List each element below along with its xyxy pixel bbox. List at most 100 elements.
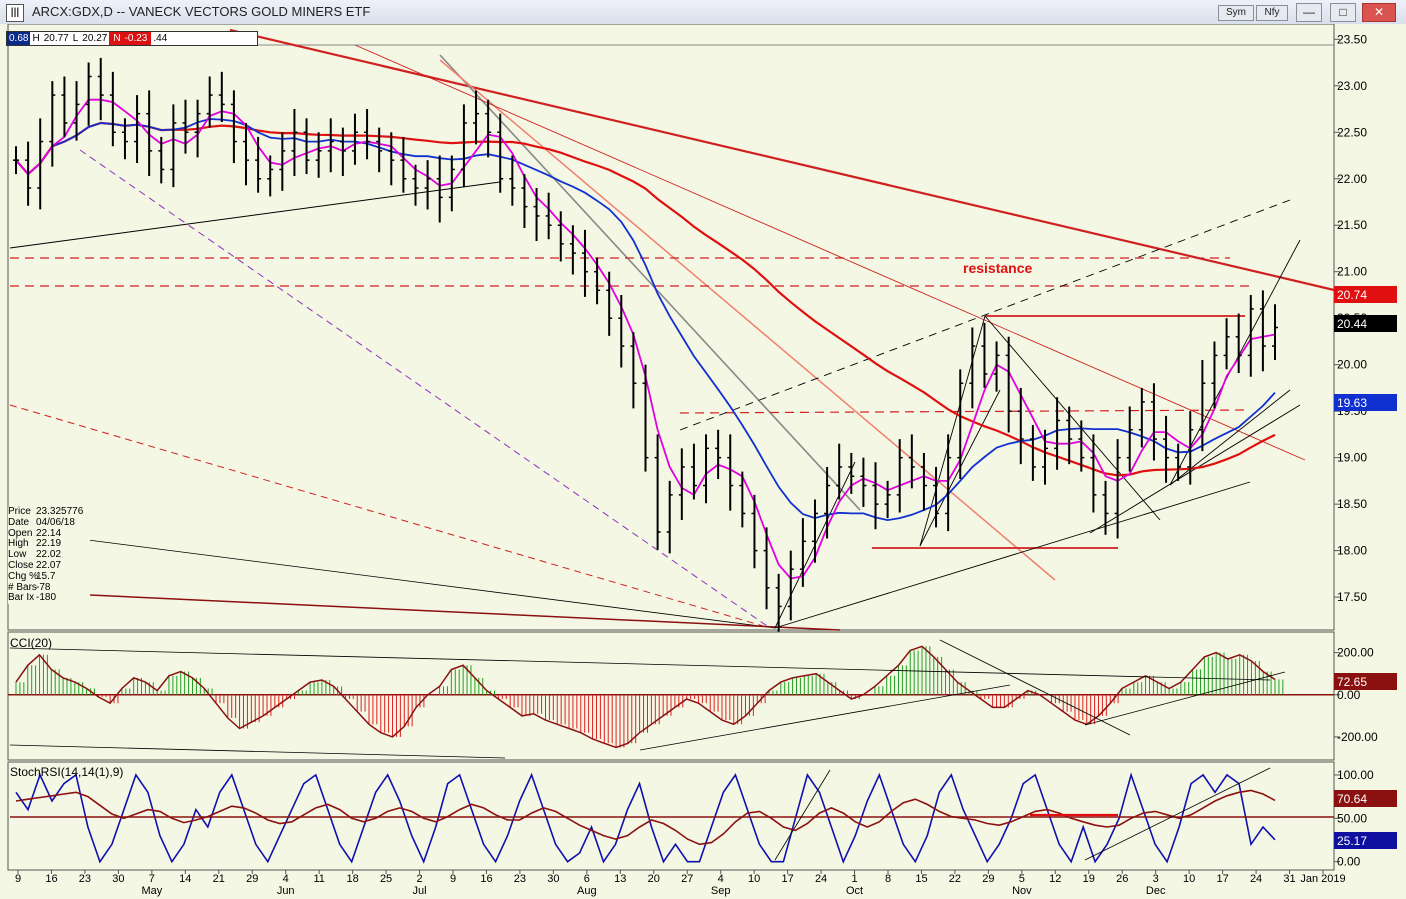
ohlc-bar [763, 527, 770, 610]
ohlc-bar [618, 294, 625, 368]
sym-button[interactable]: Sym [1218, 5, 1254, 21]
stochrsi-title: StochRSI(14,14(1),9) [10, 765, 123, 779]
resistance-annotation: resistance [963, 260, 1032, 276]
ohlc-bar [1126, 406, 1133, 472]
ohlc-bar [581, 229, 588, 297]
data-window-row: Price 23.325776 [8, 506, 90, 518]
month-label: Jun [277, 885, 295, 897]
ohlc-bar [436, 155, 443, 223]
price-tick-label: 18.00 [1337, 544, 1367, 558]
trendline-black-base [9, 181, 501, 249]
ohlc-bar [327, 118, 334, 173]
ohlc-bar [121, 118, 128, 160]
price-high-label: H [32, 33, 40, 44]
date-tick-label: 9 [450, 873, 456, 885]
svg-text:20.74: 20.74 [1337, 288, 1367, 302]
cci-histogram [15, 645, 1284, 749]
date-tick-label: 10 [748, 873, 760, 885]
date-tick-label: 6 [584, 873, 590, 885]
cci-badge: 72.65 [1334, 673, 1397, 690]
date-tick-label: 31 [1283, 873, 1295, 885]
svg-text:25.17: 25.17 [1337, 834, 1367, 848]
ohlc-bar [1114, 439, 1121, 539]
ohlc-bar [787, 550, 794, 621]
ohlc-bar [872, 462, 879, 530]
svg-text:70.64: 70.64 [1337, 792, 1367, 806]
ohlc-bar [509, 155, 516, 206]
ohlc-bar [303, 118, 310, 175]
data-window-value: -78 [36, 581, 51, 593]
month-label: Oct [846, 885, 863, 897]
ohlc-bar [1005, 336, 1012, 433]
ohlc-bar [521, 174, 528, 229]
ohlc-bar [1078, 420, 1085, 472]
cci-tick-label: -200.00 [1337, 730, 1378, 744]
chart-area[interactable]: 23.5023.0022.5022.0021.5021.0020.5020.00… [0, 24, 1406, 899]
support-dashed [679, 409, 1251, 414]
ohlc-bar [799, 518, 806, 587]
ohlc-bar [243, 122, 250, 186]
date-tick-label: 30 [547, 873, 559, 885]
date-tick-label: 13 [614, 873, 626, 885]
maximize-button[interactable]: □ [1330, 3, 1356, 22]
date-tick-label: 15 [915, 873, 927, 885]
stoch-tick-label: 0.00 [1337, 855, 1361, 869]
ohlc-bar [1199, 360, 1206, 452]
date-tick-label: 14 [179, 873, 191, 885]
ohlc-bar [908, 434, 915, 489]
data-window-value: 22.02 [36, 549, 62, 561]
price-tick-label: 22.00 [1337, 172, 1367, 186]
ohlc-bar [1138, 387, 1145, 448]
ohlc-bar [279, 132, 286, 191]
ohlc-bar [920, 453, 927, 511]
ohlc-bar [1175, 443, 1182, 481]
data-window-key: Low [8, 549, 27, 561]
data-window-key: # Bars [8, 581, 37, 593]
price-tick-label: 21.50 [1337, 218, 1367, 232]
ohlc-bars [13, 57, 1278, 632]
ohlc-bar [412, 164, 419, 206]
data-window-row: Close 22.07 [8, 559, 90, 572]
month-label: Jul [413, 885, 427, 897]
data-window-value: 04/06/18 [36, 516, 75, 528]
price-tick-label: 19.00 [1337, 451, 1367, 465]
minimize-button[interactable]: — [1296, 3, 1322, 22]
nfy-button[interactable]: Nfy [1256, 5, 1288, 21]
date-tick-label: 2 [416, 873, 422, 885]
ohlc-bar [666, 480, 673, 554]
data-window-key: Bar Ix [8, 592, 35, 604]
ohlc-bar [1102, 480, 1109, 535]
ohlc-bar [424, 160, 431, 210]
price-tick-label: 22.50 [1337, 125, 1367, 139]
month-label: Aug [577, 885, 597, 897]
ohlc-bar [85, 62, 92, 126]
price-open: 0.68 [7, 32, 31, 45]
ohlc-bar [606, 271, 613, 336]
date-tick-label: 1 [851, 873, 857, 885]
ohlc-bar [1017, 387, 1024, 465]
ohlc-bar [933, 466, 940, 528]
data-window-row: Low 22.02 [8, 549, 90, 561]
data-window-key: Close [8, 559, 34, 571]
date-tick-label: Jan 2019 [1300, 873, 1345, 885]
date-tick-label: 9 [15, 873, 21, 885]
trendline-purple-dashed [79, 149, 771, 629]
ohlc-bar [848, 453, 855, 494]
data-window: Price 23.325776 Date 04/06/18 Open 22.14 High 2… [8, 506, 90, 605]
ohlc-bar [388, 132, 395, 186]
ohlc-bar [267, 155, 274, 197]
title-bar: ||| ARCX:GDX,D -- VANECK VECTORS GOLD MI… [0, 0, 1406, 25]
trendline-salmon [439, 59, 1056, 581]
ohlc-bar [836, 443, 843, 500]
data-window-value: 22.07 [36, 559, 62, 571]
ohlc-bar [1163, 415, 1170, 483]
close-button[interactable]: ✕ [1362, 3, 1396, 22]
ohlc-bar [533, 188, 540, 242]
stoch-axis: 100.00 50.00 0.00 [1334, 768, 1374, 869]
data-window-row: Open 22.14 [8, 528, 90, 540]
price-change: N -0.23 [109, 32, 152, 45]
price-tick-label: 23.50 [1337, 32, 1367, 46]
date-tick-label: 7 [149, 873, 155, 885]
date-tick-label: 24 [815, 873, 827, 885]
ohlc-bar [364, 109, 371, 160]
